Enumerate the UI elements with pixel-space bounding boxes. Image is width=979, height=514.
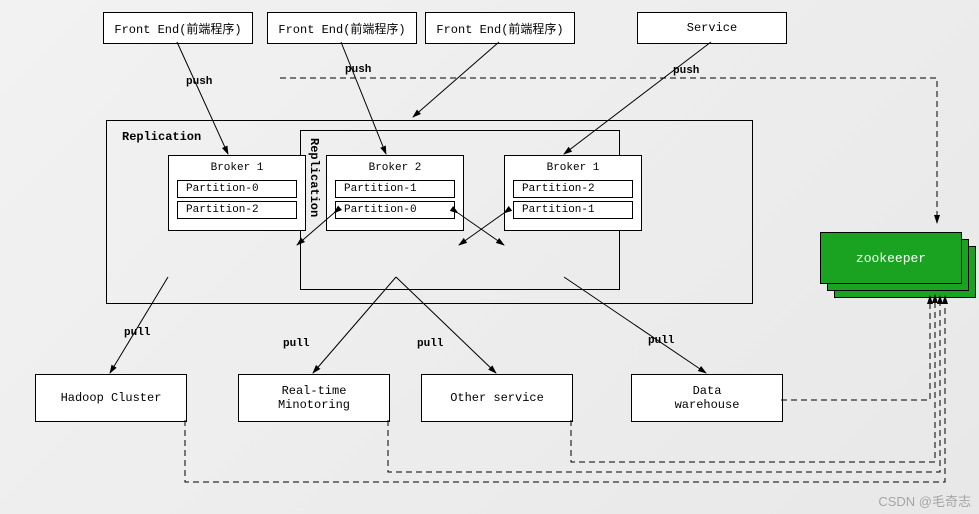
- top-box-3: Service: [637, 12, 787, 44]
- replication-label-outer: Replication: [122, 130, 201, 144]
- partition-2-0: Partition-2: [513, 180, 633, 198]
- bottom-box-2: Other service: [421, 374, 573, 422]
- watermark: CSDN @毛奇志: [878, 491, 971, 510]
- top-box-2: Front End(前端程序): [425, 12, 575, 44]
- replication-label-inner: Replication: [307, 138, 321, 217]
- bottom-box-3: Data warehouse: [631, 374, 783, 422]
- top-box-1: Front End(前端程序): [267, 12, 417, 44]
- broker-1: Broker 2 Partition-1 Partition-0: [326, 155, 464, 231]
- bottom-box-0: Hadoop Cluster: [35, 374, 187, 422]
- broker-title: Broker 1: [513, 162, 633, 174]
- partition-1-0: Partition-1: [335, 180, 455, 198]
- flow-label-6: pull: [648, 335, 674, 347]
- broker-0: Broker 1 Partition-0 Partition-2: [168, 155, 306, 231]
- flow-label-5: pull: [417, 338, 443, 350]
- zookeeper-box: zookeeper: [820, 232, 962, 284]
- partition-0-1: Partition-2: [177, 201, 297, 219]
- partition-1-1: Partition-0: [335, 201, 455, 219]
- partition-0-0: Partition-0: [177, 180, 297, 198]
- broker-title: Broker 2: [335, 162, 455, 174]
- flow-label-4: pull: [283, 338, 309, 350]
- broker-2: Broker 1 Partition-2 Partition-1: [504, 155, 642, 231]
- flow-label-1: push: [345, 64, 371, 76]
- partition-2-1: Partition-1: [513, 201, 633, 219]
- top-box-0: Front End(前端程序): [103, 12, 253, 44]
- flow-label-0: push: [186, 76, 212, 88]
- bottom-box-1: Real-time Minotoring: [238, 374, 390, 422]
- flow-label-3: pull: [124, 327, 150, 339]
- flow-label-2: push: [673, 65, 699, 77]
- broker-title: Broker 1: [177, 162, 297, 174]
